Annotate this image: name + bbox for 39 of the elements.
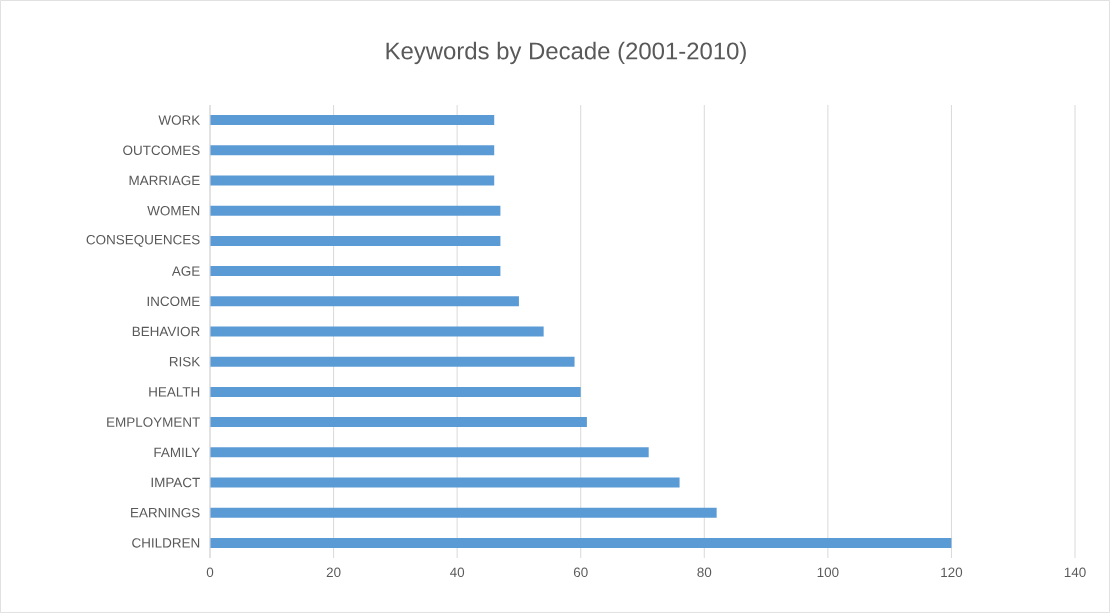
- bar: [210, 447, 649, 458]
- bar: [210, 115, 495, 126]
- x-tick-label: 20: [326, 567, 341, 578]
- y-tick-label: IMPACT: [151, 477, 200, 488]
- bar: [210, 145, 495, 156]
- bar: [210, 205, 501, 216]
- x-tick-label: 100: [817, 567, 839, 578]
- y-tick-label: BEHAVIOR: [132, 326, 200, 337]
- y-tick-label: EARNINGS: [131, 507, 200, 518]
- y-tick-label: CONSEQUENCES: [86, 234, 200, 247]
- bar: [210, 386, 581, 397]
- y-tick-label: RISK: [169, 356, 201, 367]
- bar: [210, 296, 519, 307]
- x-tick-label: 40: [449, 567, 465, 578]
- bar: [210, 235, 501, 246]
- y-tick-label: CHILDREN: [132, 538, 200, 548]
- y-tick-label: WOMEN: [147, 205, 200, 216]
- y-tick-label: MARRIAGE: [129, 175, 200, 186]
- x-tick-label: 60: [573, 567, 588, 578]
- bar: [210, 507, 717, 518]
- bar: [210, 356, 575, 367]
- y-tick-label: AGE: [171, 266, 200, 276]
- y-tick-label: EMPLOYMENT: [107, 417, 200, 427]
- bar: [210, 417, 587, 428]
- x-tick-label: 0: [206, 567, 214, 578]
- x-tick-label: 80: [697, 567, 712, 578]
- y-tick-label: HEALTH: [149, 387, 200, 397]
- y-tick-label: FAMILY: [154, 447, 200, 457]
- y-tick-label: INCOME: [147, 296, 200, 307]
- x-tick-label: 140: [1064, 567, 1086, 578]
- y-tick-label: OUTCOMES: [123, 145, 200, 156]
- bar: [210, 477, 680, 488]
- x-tick-label: 120: [941, 567, 963, 578]
- bar: [210, 537, 952, 548]
- bar: [210, 326, 544, 337]
- y-tick-label: WORK: [158, 115, 201, 125]
- bar: [210, 175, 495, 186]
- chart-title: Keywords by Decade (2001-2010): [386, 41, 746, 65]
- bar: [210, 266, 501, 277]
